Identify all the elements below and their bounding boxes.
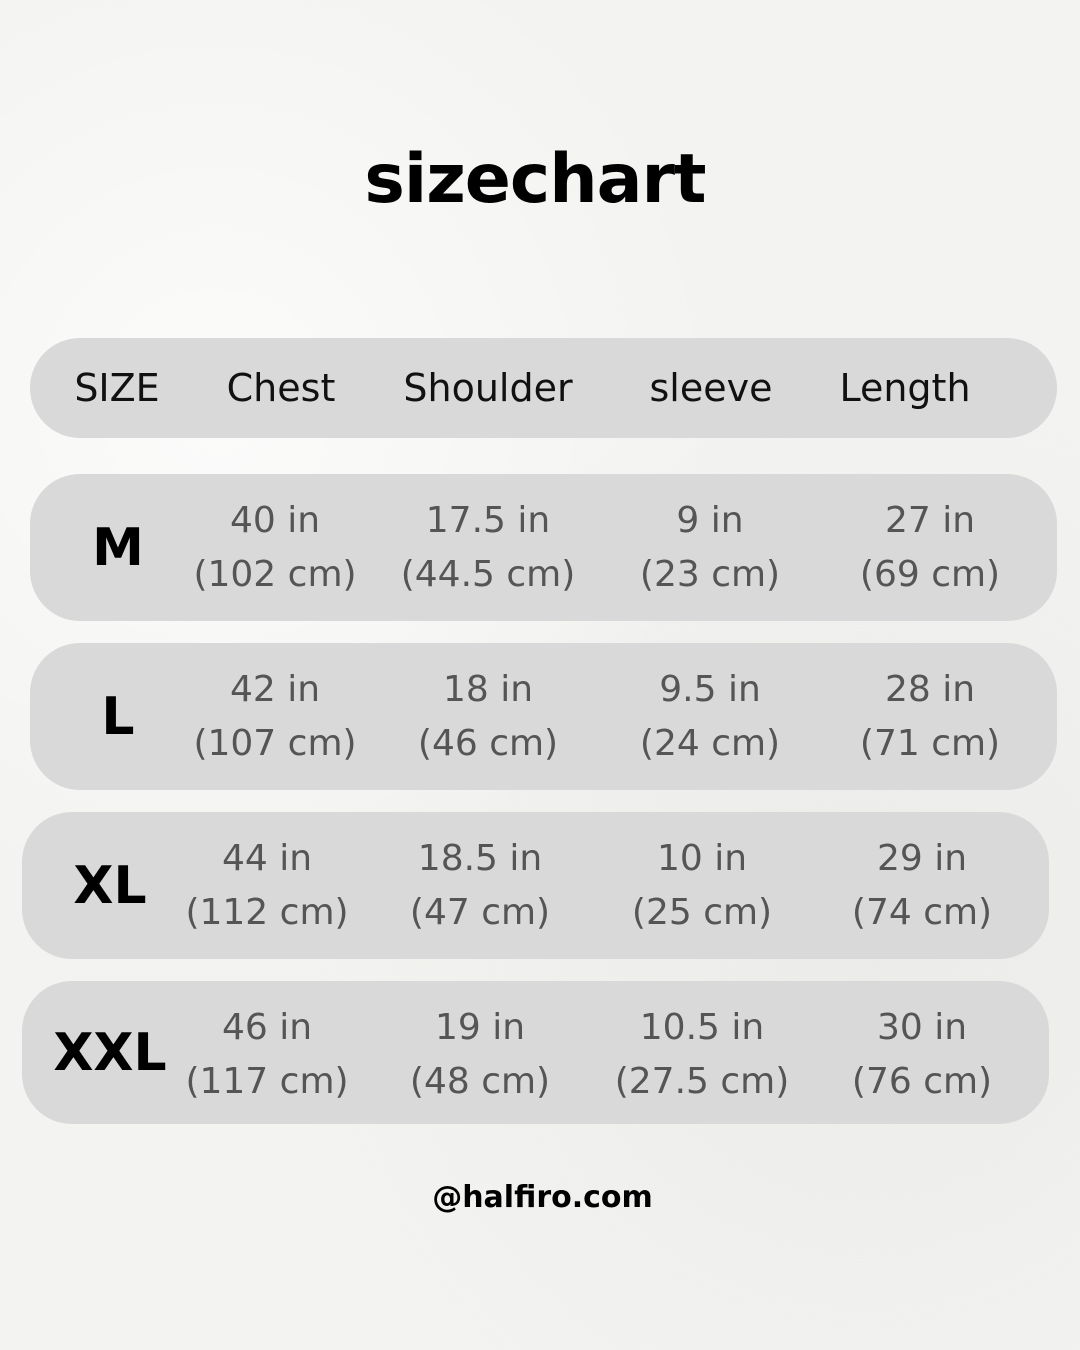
header-length: Length xyxy=(839,366,971,410)
header-chest: Chest xyxy=(226,366,336,410)
shoulder-cm: (48 cm) xyxy=(409,1061,551,1102)
length-inches: 27 in xyxy=(884,500,976,541)
length-inches: 30 in xyxy=(876,1007,968,1048)
length-cm: (76 cm) xyxy=(851,1061,993,1102)
length-value: 28 in (71 cm) xyxy=(860,663,1000,771)
shoulder-value: 17.5 in (44.5 cm) xyxy=(401,494,576,602)
size-label: XXL xyxy=(53,1022,167,1083)
length-inches: 28 in xyxy=(884,669,976,710)
table-row: XXL 46 in (117 cm) 19 in (48 cm) 10.5 in… xyxy=(22,981,1049,1124)
chest-inches: 46 in xyxy=(221,1007,313,1048)
length-value: 30 in (76 cm) xyxy=(852,1001,992,1109)
size-label: M xyxy=(92,517,144,578)
sleeve-inches: 10.5 in xyxy=(639,1007,765,1048)
shoulder-inches: 17.5 in xyxy=(425,500,551,541)
sleeve-cm: (27.5 cm) xyxy=(614,1061,790,1102)
sleeve-inches: 9 in xyxy=(676,500,744,541)
sleeve-cm: (23 cm) xyxy=(639,554,781,595)
size-label: L xyxy=(101,686,135,747)
shoulder-inches: 18 in xyxy=(442,669,534,710)
chest-value: 46 in (117 cm) xyxy=(185,1001,348,1109)
chest-cm: (107 cm) xyxy=(193,723,357,764)
footer-handle: @halfiro.com xyxy=(432,1180,653,1215)
chest-inches: 42 in xyxy=(229,669,321,710)
sleeve-cm: (24 cm) xyxy=(639,723,781,764)
size-label: XL xyxy=(73,855,147,916)
sleeve-value: 10 in (25 cm) xyxy=(632,832,772,940)
length-cm: (74 cm) xyxy=(851,892,993,933)
table-row: L 42 in (107 cm) 18 in (46 cm) 9.5 in (2… xyxy=(30,643,1057,790)
sleeve-value: 9.5 in (24 cm) xyxy=(640,663,780,771)
length-value: 29 in (74 cm) xyxy=(852,832,992,940)
shoulder-value: 18.5 in (47 cm) xyxy=(410,832,550,940)
sleeve-inches: 9.5 in xyxy=(659,669,761,710)
page-title: sizechart xyxy=(364,140,706,219)
shoulder-value: 18 in (46 cm) xyxy=(418,663,558,771)
header-row: SIZE Chest Shoulder sleeve Length xyxy=(30,338,1057,438)
chest-value: 42 in (107 cm) xyxy=(193,663,356,771)
sleeve-value: 9 in (23 cm) xyxy=(640,494,780,602)
header-size: SIZE xyxy=(74,366,160,410)
header-sleeve: sleeve xyxy=(649,366,773,410)
chest-cm: (112 cm) xyxy=(185,892,349,933)
shoulder-cm: (44.5 cm) xyxy=(400,554,576,595)
shoulder-value: 19 in (48 cm) xyxy=(410,1001,550,1109)
length-cm: (71 cm) xyxy=(859,723,1001,764)
sleeve-value: 10.5 in (27.5 cm) xyxy=(615,1001,790,1109)
header-shoulder: Shoulder xyxy=(403,366,573,410)
chest-inches: 40 in xyxy=(229,500,321,541)
shoulder-cm: (47 cm) xyxy=(409,892,551,933)
chest-value: 40 in (102 cm) xyxy=(193,494,356,602)
length-value: 27 in (69 cm) xyxy=(860,494,1000,602)
length-cm: (69 cm) xyxy=(859,554,1001,595)
chest-value: 44 in (112 cm) xyxy=(185,832,348,940)
shoulder-inches: 18.5 in xyxy=(417,838,543,879)
shoulder-inches: 19 in xyxy=(434,1007,526,1048)
table-row: M 40 in (102 cm) 17.5 in (44.5 cm) 9 in … xyxy=(30,474,1057,621)
shoulder-cm: (46 cm) xyxy=(417,723,559,764)
sleeve-inches: 10 in xyxy=(656,838,748,879)
length-inches: 29 in xyxy=(876,838,968,879)
chest-cm: (117 cm) xyxy=(185,1061,349,1102)
chest-cm: (102 cm) xyxy=(193,554,357,595)
table-row: XL 44 in (112 cm) 18.5 in (47 cm) 10 in … xyxy=(22,812,1049,959)
chest-inches: 44 in xyxy=(221,838,313,879)
sleeve-cm: (25 cm) xyxy=(631,892,773,933)
